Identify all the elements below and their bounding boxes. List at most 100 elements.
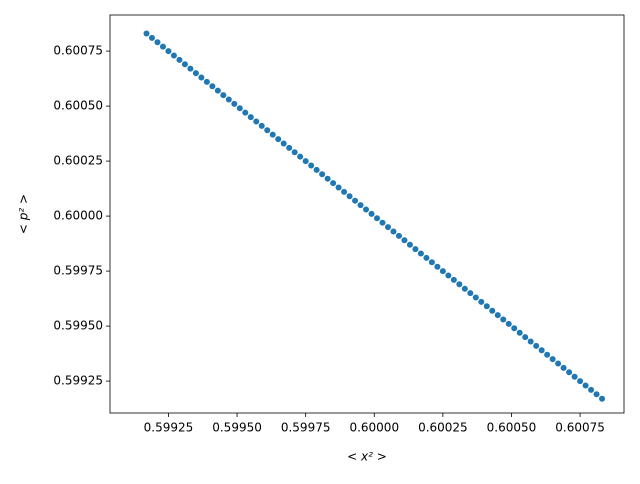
x-tick-label: 0.60050 [487,421,537,435]
point [170,52,177,59]
point [384,224,391,231]
point [357,202,364,209]
point [423,254,430,261]
point [483,303,490,310]
point [236,105,243,112]
point [599,395,606,402]
point [192,70,199,77]
x-tick-label: 0.59975 [281,421,331,435]
y-tick-label: 0.60050 [53,99,103,113]
point [225,96,232,103]
x-axis-label: < x² > [347,450,387,464]
point [346,193,353,200]
point [302,158,309,165]
point [461,285,468,292]
point [291,149,298,156]
point [269,131,276,138]
point [472,294,479,301]
point [533,342,540,349]
point [154,39,161,46]
point [527,338,534,345]
point [434,263,441,270]
y-axis-label: < p² > [17,194,31,234]
point [297,153,304,160]
y-tick-label: 0.59925 [53,374,103,388]
y-tick-label: 0.60025 [53,154,103,168]
point [220,92,227,99]
point [368,210,375,217]
point [330,180,337,187]
y-tick-label: 0.60000 [53,209,103,223]
point [264,127,271,134]
point [439,268,446,275]
point [593,391,600,398]
plot-frame [109,14,625,414]
point [214,87,221,94]
x-tick-label: 0.59950 [212,421,262,435]
x-tick-label: 0.60075 [555,421,605,435]
point [401,237,408,244]
point [494,312,501,319]
point [450,276,457,283]
point [198,74,205,81]
point [390,228,397,235]
point [412,246,419,253]
point [522,334,529,341]
point [549,356,556,363]
point [352,197,359,204]
point [500,316,507,323]
point [538,347,545,354]
point [582,382,589,389]
point [324,175,331,182]
point [417,250,424,257]
point [176,56,183,63]
x-tick-label: 0.60000 [349,421,399,435]
point [428,259,435,266]
point [588,386,595,393]
point [478,298,485,305]
point [406,241,413,248]
point [308,162,315,169]
point [242,109,249,116]
point [231,100,238,107]
point [395,232,402,239]
point [143,30,150,37]
point [544,351,551,358]
x-tick-label: 0.60025 [418,421,468,435]
point [505,320,512,327]
point [258,122,265,129]
point [363,206,370,213]
point [181,61,188,68]
y-tick-label: 0.59975 [53,264,103,278]
point [560,364,567,371]
point [253,118,260,125]
point [209,83,216,90]
point [566,369,573,376]
point [516,329,523,336]
point [555,360,562,367]
point [489,307,496,314]
point [165,48,172,55]
point [335,184,342,191]
point [247,114,254,121]
x-tick-label: 0.59925 [144,421,194,435]
point [379,219,386,226]
point [445,272,452,279]
point [203,78,210,85]
point [313,166,320,173]
point [159,43,166,50]
point [319,171,326,178]
point [280,140,287,147]
point [374,215,381,222]
y-tick-label: 0.59950 [53,319,103,333]
point [456,281,463,288]
point [187,65,194,72]
point [571,373,578,380]
point [577,378,584,385]
point [148,34,155,41]
point [275,136,282,143]
point [511,325,518,332]
y-tick-label: 0.60075 [53,44,103,58]
point [467,290,474,297]
